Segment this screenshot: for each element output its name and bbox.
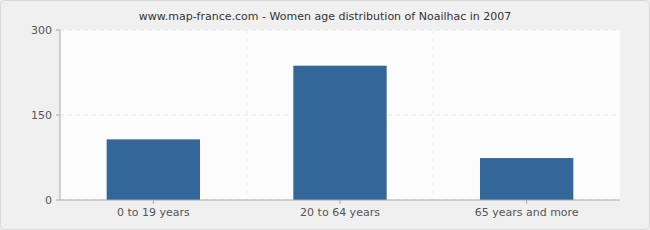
grid-line-vertical xyxy=(246,30,247,200)
background xyxy=(1,1,650,230)
x-axis xyxy=(60,200,620,201)
plot-area xyxy=(60,30,620,200)
tick-label: 300 xyxy=(31,24,52,37)
grid-line xyxy=(60,30,620,31)
tick-label: 150 xyxy=(31,109,52,122)
bar xyxy=(480,158,573,200)
category-label: 65 years and more xyxy=(475,206,579,219)
tick-label: 0 xyxy=(45,194,52,207)
bar xyxy=(107,139,200,200)
grid-line-vertical xyxy=(433,30,434,200)
tick-mark xyxy=(56,200,60,201)
tick-mark xyxy=(56,115,60,116)
x-tick-mark xyxy=(526,200,527,204)
bar xyxy=(293,66,386,200)
y-axis xyxy=(60,30,61,200)
grid-line xyxy=(60,200,620,201)
title: www.map-france.com - Women age distribut… xyxy=(139,10,512,23)
x-tick-mark xyxy=(153,200,154,204)
chart: www.map-france.com - Women age distribut… xyxy=(0,0,650,230)
category-label: 20 to 64 years xyxy=(300,206,380,219)
bars xyxy=(107,66,574,200)
x-tick-mark xyxy=(340,200,341,204)
category-label: 0 to 19 years xyxy=(117,206,190,219)
tick-mark xyxy=(56,30,60,31)
